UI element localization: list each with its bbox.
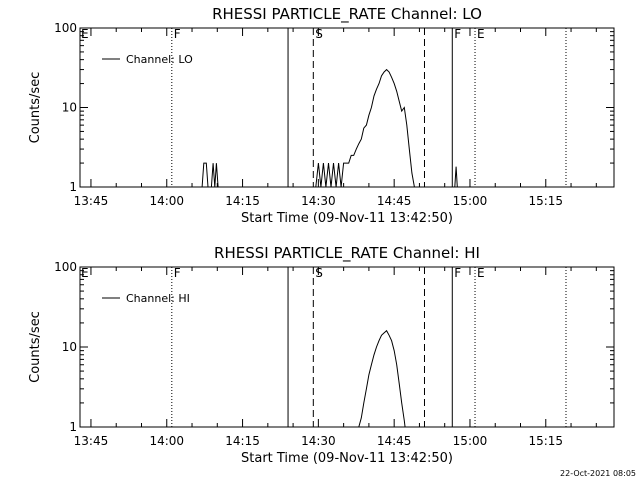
y-tick-label: 1 — [69, 420, 77, 434]
event-label: F — [454, 27, 461, 41]
x-tick-label: 15:15 — [528, 434, 563, 448]
chart-panel-1: RHESSI PARTICLE_RATE Channel: LO Counts/s… — [28, 5, 615, 226]
x-tick-label: 13:45 — [74, 434, 109, 448]
y-tick-label: 100 — [54, 260, 77, 274]
x-tick-label: 14:30 — [301, 434, 336, 448]
x-tick-label: 14:00 — [149, 434, 184, 448]
x-tick-label: 15:00 — [453, 434, 488, 448]
x-axis-label: Start Time (09-Nov-11 13:42:50) — [241, 451, 453, 466]
event-label: F — [174, 27, 181, 41]
legend-entry: Channel: LO — [126, 53, 193, 66]
event-label: E — [477, 27, 485, 41]
x-tick-label: 14:30 — [301, 194, 336, 208]
chart-title: RHESSI PARTICLE_RATE Channel: LO — [212, 5, 482, 24]
event-label: E — [477, 266, 485, 280]
y-tick-label: 1 — [69, 180, 77, 194]
event-label: S — [315, 266, 323, 280]
y-axis-label: Counts/sec — [28, 72, 43, 144]
event-label: S — [315, 27, 323, 41]
chart-title: RHESSI PARTICLE_RATE Channel: HI — [214, 244, 480, 263]
x-tick-label: 14:15 — [225, 194, 260, 208]
y-tick-label: 100 — [54, 21, 77, 35]
x-tick-label: 14:45 — [377, 434, 412, 448]
y-tick-label: 10 — [62, 340, 77, 354]
y-tick-label: 10 — [62, 101, 77, 115]
x-tick-label: 15:15 — [528, 194, 563, 208]
data-series-line — [315, 68, 415, 187]
event-label: F — [454, 266, 461, 280]
x-tick-label: 14:15 — [225, 434, 260, 448]
edge-event-label: E — [81, 266, 89, 280]
x-tick-label: 14:45 — [377, 194, 412, 208]
data-series-line — [454, 166, 458, 187]
event-label: F — [174, 266, 181, 280]
plot-frame — [79, 266, 615, 428]
data-series-line — [210, 163, 219, 187]
legend-entry: Channel: HI — [126, 292, 190, 305]
x-axis-label: Start Time (09-Nov-11 13:42:50) — [241, 211, 453, 226]
data-series-line — [201, 162, 209, 187]
x-tick-label: 13:45 — [74, 194, 109, 208]
y-axis-label: Counts/sec — [28, 311, 43, 383]
data-series-line — [358, 329, 406, 427]
x-tick-label: 14:00 — [149, 194, 184, 208]
generation-timestamp: 22-Oct-2021 08:05 — [560, 469, 636, 478]
x-tick-label: 15:00 — [453, 194, 488, 208]
chart-panel-2: RHESSI PARTICLE_RATE Channel: HI Counts/s… — [28, 244, 615, 466]
edge-event-label: E — [81, 27, 89, 41]
